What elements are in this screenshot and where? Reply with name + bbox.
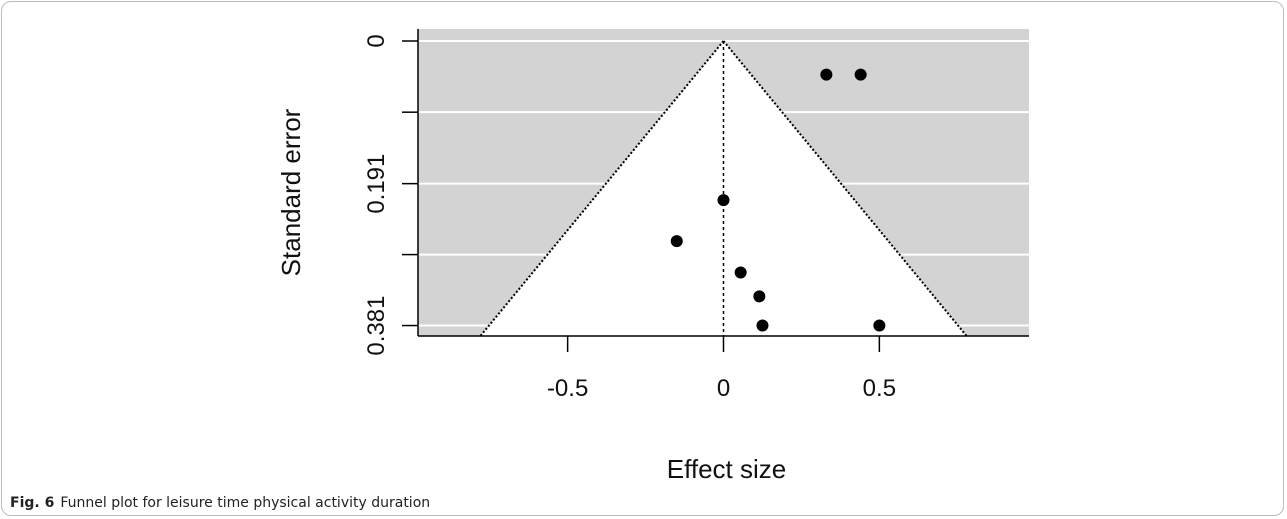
y-tick-label: 0.191 [363,154,390,214]
y-tick-label: 0 [363,34,390,47]
y-tick-label: 0.381 [363,296,390,356]
figure-caption-text: Funnel plot for leisure time physical ac… [60,495,431,511]
funnel-region [480,41,967,336]
data-point [854,68,867,81]
x-tick-label: 0 [717,375,730,402]
y-axis-title: Standard error [276,108,306,276]
figure-caption: Fig. 6 Funnel plot for leisure time physi… [10,495,430,511]
data-point [753,290,766,303]
data-point [873,319,886,332]
x-tick-label: -0.5 [547,375,588,402]
data-point [756,319,769,332]
data-point [717,194,730,207]
data-point [734,266,747,279]
data-points [670,68,886,332]
data-point [670,235,683,248]
x-tick-label: 0.5 [863,375,896,402]
data-point [820,68,833,81]
figure-label: Fig. 6 [10,495,55,511]
y-axis: 0 0.191 0.381 [363,29,419,356]
x-axis-title: Effect size [667,454,786,484]
x-axis: -0.5 0 0.5 [418,335,1029,402]
